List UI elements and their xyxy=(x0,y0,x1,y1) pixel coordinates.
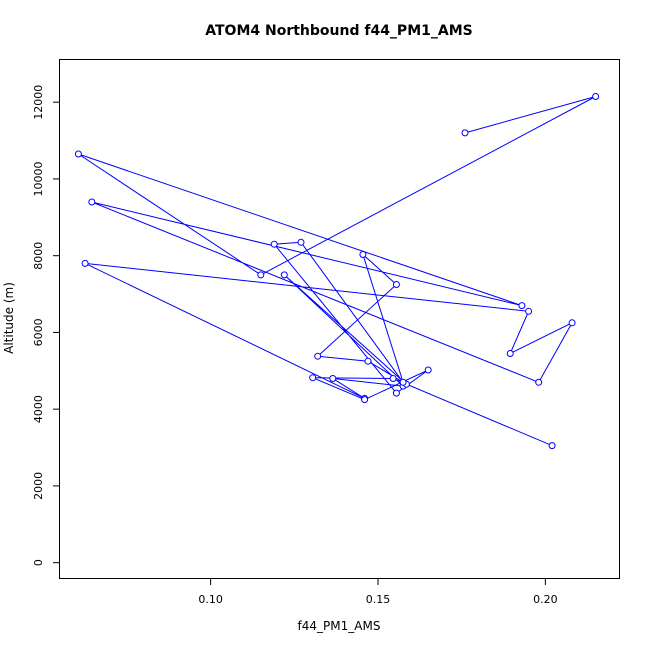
y-tick-label: 12000 xyxy=(32,85,45,120)
chart-title: ATOM4 Northbound f44_PM1_AMS xyxy=(205,23,472,39)
data-point xyxy=(506,350,514,357)
data-point xyxy=(257,271,265,279)
data-point xyxy=(389,375,397,382)
data-point xyxy=(88,198,96,206)
data-point xyxy=(74,150,82,158)
y-tick-label: 6000 xyxy=(32,318,45,346)
series-layer xyxy=(74,93,600,450)
data-point xyxy=(548,442,556,450)
data-point xyxy=(399,378,407,386)
y-tick-label: 10000 xyxy=(32,161,45,196)
plot-frame xyxy=(59,59,620,579)
data-point xyxy=(81,259,89,267)
data-point xyxy=(518,302,526,310)
y-tick-label: 0 xyxy=(32,559,45,566)
data-point xyxy=(297,238,305,246)
data-point xyxy=(364,357,372,365)
x-tick-label: 0.10 xyxy=(198,593,223,606)
data-point xyxy=(568,319,576,327)
y-tick-label: 2000 xyxy=(32,472,45,500)
data-point xyxy=(525,307,533,315)
series-line xyxy=(78,96,596,447)
data-point xyxy=(535,378,543,386)
data-point xyxy=(329,375,337,382)
x-tick-label: 0.20 xyxy=(533,593,558,606)
data-point xyxy=(592,93,600,100)
data-point xyxy=(392,281,400,288)
data-point xyxy=(280,271,288,279)
y-tick-label: 4000 xyxy=(32,395,45,423)
y-axis: 0 2000 4000 6000 8000 10000 12000 xyxy=(32,85,60,566)
data-point xyxy=(424,366,432,374)
y-tick-label: 8000 xyxy=(32,242,45,270)
x-axis-label: f44_PM1_AMS xyxy=(298,619,381,633)
y-axis-label: Altitude (m) xyxy=(2,282,16,354)
x-axis: 0.10 0.15 0.20 xyxy=(198,578,558,606)
data-point xyxy=(309,374,317,382)
data-point xyxy=(270,240,278,248)
data-point xyxy=(392,389,400,397)
data-point xyxy=(361,396,369,404)
data-point xyxy=(359,251,367,258)
data-point xyxy=(314,352,322,360)
data-point xyxy=(461,129,469,137)
x-tick-label: 0.15 xyxy=(366,593,391,606)
